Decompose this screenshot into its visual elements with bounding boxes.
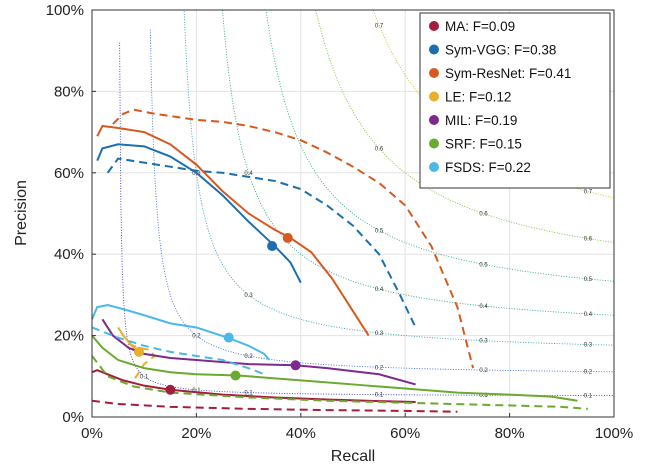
- series-marker: [290, 360, 301, 371]
- legend-marker: [429, 115, 439, 125]
- iso-f-label: 0.7: [375, 23, 384, 29]
- series-marker: [230, 370, 241, 381]
- series-marker: [165, 384, 176, 395]
- legend-marker: [429, 162, 439, 172]
- series-dashed-line: [112, 108, 475, 369]
- legend-marker: [429, 91, 439, 102]
- iso-f-label: 0.1: [244, 391, 253, 397]
- iso-f-label: 0.3: [375, 331, 384, 337]
- legend-label: Sym-ResNet: F=0.41: [445, 66, 571, 81]
- legend-label: SRF: F=0.15: [445, 137, 522, 152]
- iso-f-label: 0.2: [479, 368, 488, 374]
- x-tick-label: 100%: [595, 425, 633, 442]
- x-axis-ticks: 0% 20% 40% 60% 80% 100%: [81, 413, 633, 442]
- legend-marker: [429, 138, 439, 149]
- legend-label: MIL: F=0.19: [445, 113, 517, 128]
- iso-f-label: 0.5: [584, 277, 593, 283]
- series-dashed-line: [106, 157, 417, 328]
- y-tick-label: 60%: [54, 165, 84, 182]
- series-marker: [223, 332, 234, 343]
- iso-f-label: 0.5: [479, 262, 488, 268]
- iso-f-label: 0.1: [140, 374, 149, 380]
- iso-f-label: 0.1: [375, 393, 384, 399]
- series-solid-line: [96, 124, 370, 337]
- iso-f-label: 0.1: [479, 393, 488, 399]
- iso-f-label: 0.6: [479, 212, 488, 218]
- y-axis-label: Precision: [13, 180, 30, 246]
- x-axis-label: Recall: [331, 448, 375, 465]
- y-tick-label: 80%: [54, 83, 84, 100]
- iso-f-label: 0.4: [584, 312, 593, 318]
- iso-f-label: 0.6: [375, 146, 384, 152]
- series-marker: [267, 241, 278, 252]
- legend-label: LE: F=0.12: [445, 90, 511, 105]
- legend-marker: [429, 21, 439, 31]
- legend-label: Sym-VGG: F=0.38: [445, 43, 556, 58]
- iso-f-label: 0.3: [584, 343, 593, 349]
- legend-label: MA: F=0.09: [445, 19, 515, 34]
- x-tick-label: 80%: [495, 425, 525, 442]
- plot-frame: [91, 9, 615, 418]
- iso-f-label: 0.1: [192, 388, 201, 394]
- series-marker: [133, 346, 144, 357]
- iso-f-labels: 0.1 0.1 0.1 0.1 0.1 0.1 0.2 0.2 0.2 0.2 0.2 0.3 0.3 0…: [140, 23, 593, 399]
- iso-f-label: 0.3: [479, 339, 488, 345]
- x-tick-label: 60%: [390, 425, 420, 442]
- legend-marker: [429, 44, 439, 55]
- iso-f-curve: [183, 10, 614, 346]
- iso-f-label: 0.2: [244, 354, 253, 360]
- iso-f-label: 0.3: [244, 293, 253, 299]
- series-dashed-line: [91, 326, 265, 376]
- iso-f-label: 0.2: [584, 370, 593, 376]
- iso-f-label: 0.1: [584, 394, 593, 400]
- operating-point-markers: [133, 232, 301, 395]
- legend: MA: F=0.09 Sym-VGG: F=0.38 Sym-ResNet: F=0…: [419, 12, 611, 189]
- legend-marker: [429, 68, 439, 78]
- iso-f-label: 0.6: [584, 237, 593, 243]
- x-tick-label: 40%: [286, 425, 316, 442]
- series-marker: [282, 232, 293, 243]
- iso-f-label: 0.7: [584, 189, 593, 195]
- iso-f-label: 0.4: [479, 304, 488, 310]
- series-solid-line: [91, 334, 578, 402]
- iso-f-label: 0.2: [375, 365, 384, 371]
- x-tick-label: 0%: [81, 425, 103, 442]
- iso-f-label: 0.4: [375, 287, 384, 293]
- series-dashed-line: [91, 355, 588, 410]
- series-solid-line: [96, 143, 302, 284]
- iso-f-label: 0.2: [192, 334, 201, 340]
- iso-f-label: 0.4: [244, 171, 253, 177]
- y-tick-label: 0%: [62, 409, 84, 426]
- iso-f-label: 0.5: [375, 228, 384, 234]
- y-tick-label: 20%: [54, 328, 84, 345]
- y-tick-label: 40%: [54, 246, 84, 263]
- x-tick-label: 20%: [181, 425, 211, 442]
- series-dashed-line: [128, 342, 157, 381]
- iso-f-curve: [265, 10, 614, 282]
- series-dashed-line: [91, 399, 458, 413]
- iso-f-curve: [149, 29, 614, 373]
- series-solid-line: [91, 304, 271, 361]
- y-tick-label: 100%: [46, 2, 84, 19]
- legend-label: FSDS: F=0.22: [445, 160, 531, 175]
- legend-box: [419, 12, 611, 189]
- series-solid-line: [101, 318, 416, 386]
- y-axis-ticks: 0% 20% 40% 60% 80% 100%: [46, 2, 96, 426]
